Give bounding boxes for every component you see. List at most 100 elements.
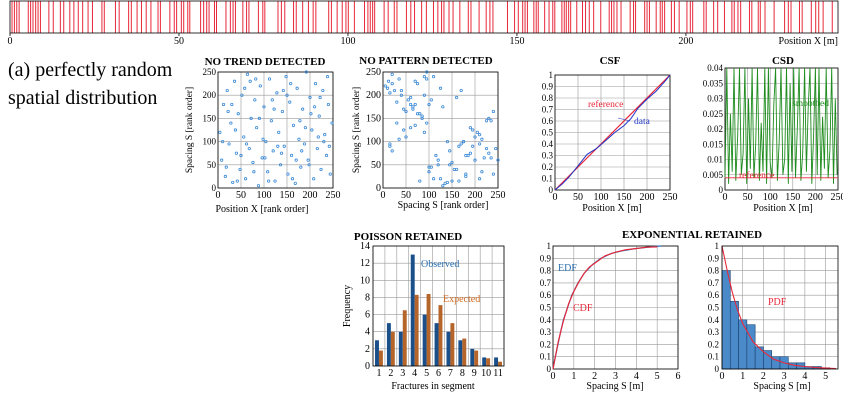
y-tick-label: 0.9 bbox=[540, 253, 552, 263]
data-point bbox=[477, 177, 482, 181]
x-tick-label: 200 bbox=[678, 36, 693, 47]
data-point bbox=[328, 172, 332, 176]
series-line bbox=[554, 74, 671, 191]
figure-caption: (a) perfectly random spatial distributio… bbox=[8, 59, 173, 109]
data-point bbox=[312, 105, 317, 109]
y-tick-label: 50 bbox=[207, 160, 217, 170]
bar-observed bbox=[446, 331, 451, 366]
y-tick-label: 0.9 bbox=[542, 82, 554, 92]
y-tick-label: 1 bbox=[715, 241, 720, 251]
y-axis-label: Spacing S [rank order] bbox=[352, 87, 362, 173]
data-point bbox=[477, 142, 482, 146]
data-point bbox=[397, 137, 401, 141]
data-point bbox=[240, 93, 244, 97]
data-point bbox=[464, 172, 468, 176]
legend-smoothed: smoothed bbox=[792, 99, 829, 109]
data-point bbox=[243, 86, 247, 90]
data-point bbox=[413, 102, 417, 107]
data-point bbox=[226, 109, 230, 114]
y-tick-label: 100 bbox=[366, 137, 381, 148]
data-point bbox=[294, 158, 298, 162]
bar-expected bbox=[390, 331, 395, 366]
data-point bbox=[461, 140, 466, 144]
data-point bbox=[312, 177, 316, 181]
y-tick-label: 0.5 bbox=[542, 128, 554, 138]
data-point bbox=[313, 82, 318, 86]
data-point bbox=[487, 151, 491, 155]
x-tick-label: 150 bbox=[280, 190, 295, 201]
data-point bbox=[431, 177, 436, 181]
leader-line bbox=[617, 117, 631, 122]
x-tick-label: 0 bbox=[720, 371, 725, 382]
y-tick-label: 100 bbox=[203, 137, 217, 147]
y-tick-label: 1 bbox=[547, 241, 552, 251]
data-point bbox=[321, 88, 325, 93]
data-point bbox=[468, 126, 472, 130]
data-point bbox=[418, 112, 422, 116]
x-tick-label: 7 bbox=[448, 368, 453, 379]
data-point bbox=[443, 181, 447, 185]
data-point bbox=[264, 140, 268, 144]
bar-observed bbox=[470, 348, 475, 366]
data-point bbox=[282, 144, 286, 148]
x-tick-label: 0 bbox=[551, 371, 556, 382]
data-point bbox=[293, 181, 297, 185]
data-point bbox=[404, 109, 408, 114]
axes-frame bbox=[721, 245, 839, 370]
data-point bbox=[464, 153, 468, 158]
chart-title: CSD bbox=[772, 55, 794, 67]
x-tick-label: 250 bbox=[326, 190, 341, 201]
x-tick-label: 50 bbox=[743, 192, 753, 203]
legend-cdf: CDF bbox=[573, 303, 593, 314]
data-point bbox=[284, 75, 288, 79]
axes-frame bbox=[382, 71, 499, 189]
y-tick-label: 0.7 bbox=[540, 278, 552, 288]
y-tick-label: 6 bbox=[365, 310, 370, 321]
y-tick-label: 0.8 bbox=[542, 93, 554, 103]
data-point bbox=[252, 170, 256, 174]
csd-plot: 0 0.005 0.01 0.015 0.02 0.025 0.03 0.035 0.04 0 50… bbox=[703, 55, 843, 214]
histogram-bar bbox=[738, 319, 748, 370]
data-point bbox=[425, 121, 429, 125]
data-point bbox=[263, 156, 267, 160]
x-tick-label: 0 bbox=[216, 190, 221, 201]
bar-expected bbox=[438, 305, 443, 366]
x-tick-label: 11 bbox=[493, 368, 503, 379]
exponential-title: EXPONENTIAL RETAINED bbox=[622, 229, 762, 241]
y-tick-label: 0.4 bbox=[540, 315, 552, 325]
x-axis-label: Position X [rank order] bbox=[215, 204, 308, 215]
data-point bbox=[459, 142, 463, 146]
data-point bbox=[484, 119, 489, 123]
y-tick-label: 8 bbox=[365, 292, 370, 303]
legend-data: data bbox=[634, 117, 651, 127]
y-tick-label: 0.5 bbox=[708, 303, 720, 313]
data-point bbox=[253, 98, 257, 102]
data-point bbox=[251, 160, 255, 165]
data-point bbox=[307, 163, 311, 167]
y-tick-label: 0.4 bbox=[542, 139, 554, 149]
data-point bbox=[272, 107, 276, 111]
y-tick-label: 0.3 bbox=[708, 327, 720, 337]
y-tick-label: 0 bbox=[719, 185, 724, 195]
data-point bbox=[406, 98, 410, 102]
y-tick-label: 0.005 bbox=[703, 170, 724, 180]
data-point bbox=[266, 179, 271, 183]
histogram-bar bbox=[746, 324, 756, 370]
bar-expected bbox=[486, 358, 491, 366]
data-point bbox=[218, 130, 222, 134]
data-point bbox=[390, 149, 394, 153]
data-point bbox=[230, 102, 234, 107]
histogram-bar bbox=[729, 301, 739, 370]
data-point bbox=[248, 79, 252, 83]
bar-observed bbox=[494, 357, 499, 366]
y-tick-label: 0.1 bbox=[542, 174, 553, 184]
data-point bbox=[244, 177, 248, 181]
y-tick-label: 1 bbox=[549, 70, 554, 80]
axes-frame bbox=[724, 67, 839, 191]
data-point bbox=[450, 179, 454, 183]
data-point bbox=[247, 146, 251, 151]
bar-observed bbox=[398, 331, 403, 366]
x-tick-label: 200 bbox=[640, 192, 655, 203]
data-point bbox=[438, 86, 443, 90]
